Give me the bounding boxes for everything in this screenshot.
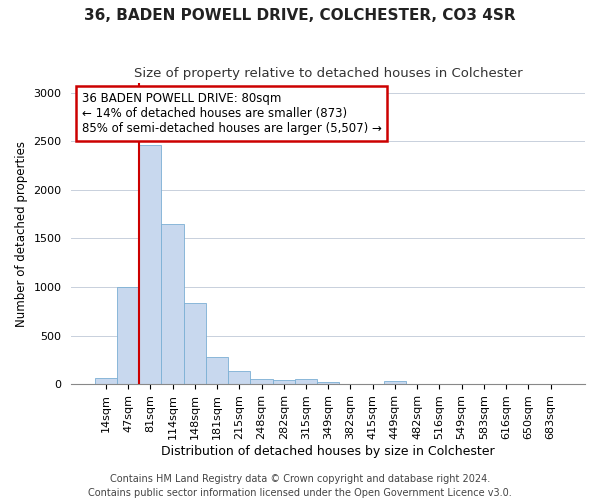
Bar (228, 372, 250, 384)
Bar (295, 379, 317, 384)
Bar (95, 378, 117, 384)
Text: 36 BADEN POWELL DRIVE: 80sqm
← 14% of detached houses are smaller (873)
85% of s: 36 BADEN POWELL DRIVE: 80sqm ← 14% of de… (82, 92, 382, 135)
Bar (317, 382, 340, 384)
Text: 36, BADEN POWELL DRIVE, COLCHESTER, CO3 4SR: 36, BADEN POWELL DRIVE, COLCHESTER, CO3 … (84, 8, 516, 22)
Y-axis label: Number of detached properties: Number of detached properties (15, 140, 28, 326)
Bar (139, 145, 161, 384)
Bar (117, 287, 139, 384)
Bar (161, 224, 184, 384)
Bar (384, 381, 406, 384)
X-axis label: Distribution of detached houses by size in Colchester: Distribution of detached houses by size … (161, 444, 495, 458)
Bar (272, 380, 295, 384)
Text: Contains HM Land Registry data © Crown copyright and database right 2024.
Contai: Contains HM Land Registry data © Crown c… (88, 474, 512, 498)
Bar (184, 304, 206, 384)
Bar (250, 379, 272, 384)
Title: Size of property relative to detached houses in Colchester: Size of property relative to detached ho… (134, 68, 523, 80)
Bar (206, 358, 228, 384)
